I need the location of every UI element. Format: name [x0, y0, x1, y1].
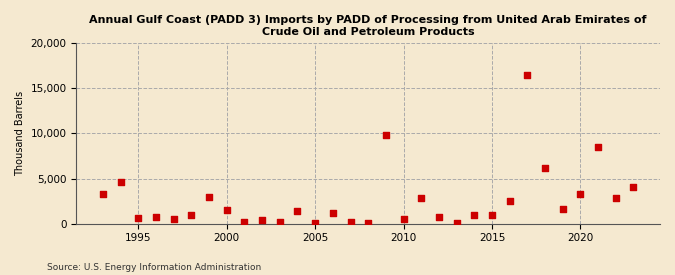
Point [381, 133, 392, 138]
Point [133, 216, 144, 220]
Point [469, 213, 480, 218]
Point [610, 195, 621, 200]
Point [168, 217, 179, 221]
Point [628, 185, 639, 189]
Point [115, 180, 126, 184]
Point [239, 220, 250, 224]
Point [593, 145, 603, 149]
Point [433, 215, 444, 220]
Point [398, 217, 409, 221]
Point [362, 221, 373, 225]
Point [186, 213, 196, 217]
Point [256, 218, 267, 222]
Point [522, 73, 533, 78]
Text: Source: U.S. Energy Information Administration: Source: U.S. Energy Information Administ… [47, 263, 261, 272]
Point [504, 199, 515, 204]
Point [97, 192, 108, 196]
Point [292, 209, 303, 213]
Point [345, 220, 356, 224]
Title: Annual Gulf Coast (PADD 3) Imports by PADD of Processing from United Arab Emirat: Annual Gulf Coast (PADD 3) Imports by PA… [90, 15, 647, 37]
Y-axis label: Thousand Barrels: Thousand Barrels [15, 91, 25, 176]
Point [539, 166, 550, 170]
Point [151, 215, 161, 220]
Point [327, 211, 338, 215]
Point [575, 192, 586, 196]
Point [416, 196, 427, 201]
Point [310, 221, 321, 225]
Point [558, 207, 568, 211]
Point [204, 195, 215, 199]
Point [274, 220, 285, 224]
Point [487, 213, 497, 217]
Point [451, 221, 462, 225]
Point [221, 208, 232, 212]
